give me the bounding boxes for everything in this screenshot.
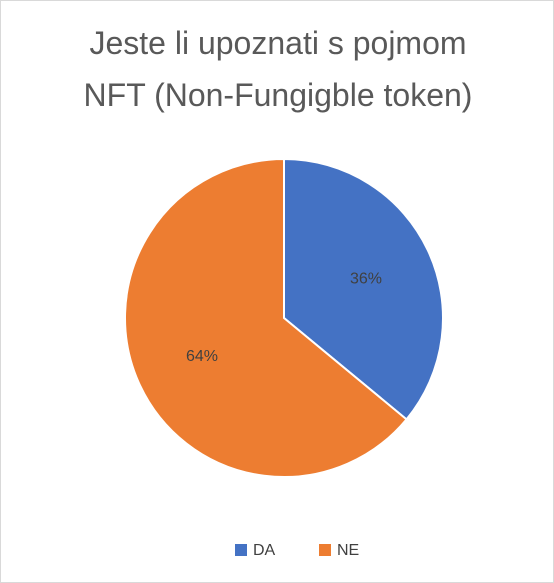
- data-label: 64%: [186, 348, 218, 365]
- legend-swatch: [319, 544, 331, 556]
- legend-label: NE: [337, 542, 359, 559]
- legend-label: DA: [253, 542, 276, 559]
- legend-swatch: [235, 544, 247, 556]
- data-label: 36%: [350, 271, 382, 288]
- chart-title: Jeste li upoznati s pojmom NFT (Non-Fung…: [83, 25, 473, 113]
- pie-slice: [124, 157, 408, 478]
- pie-slice: [283, 157, 444, 421]
